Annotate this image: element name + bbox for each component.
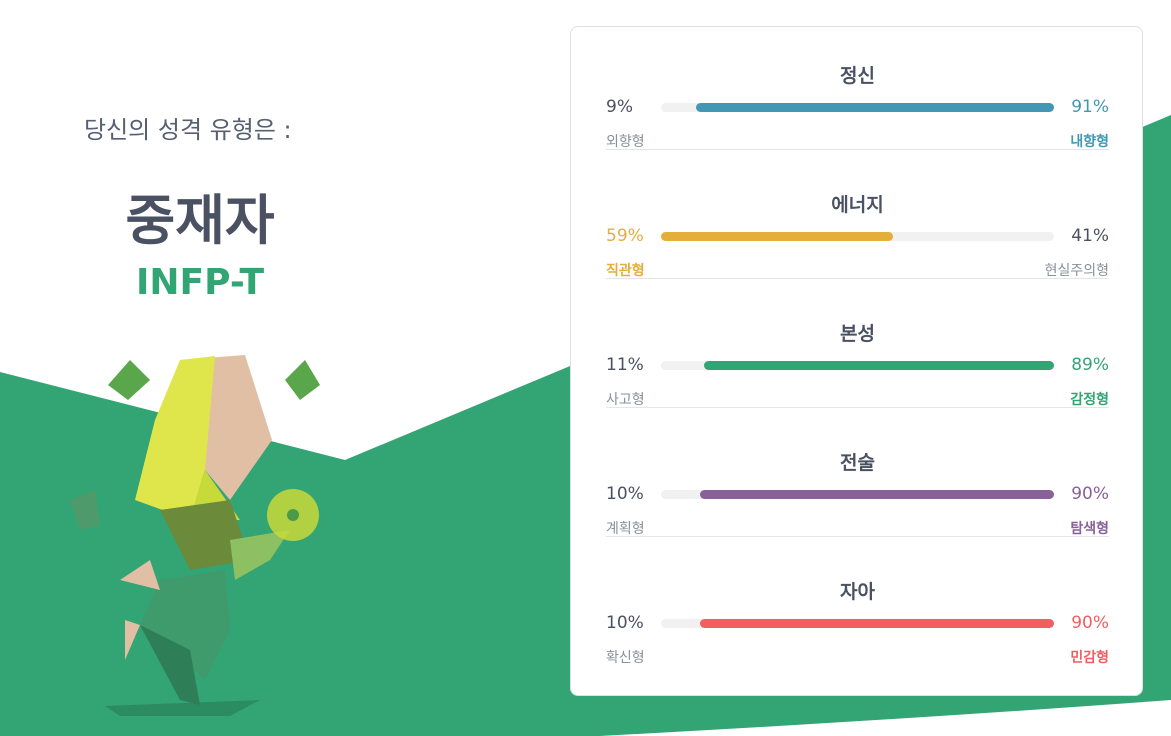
bar-fill: [700, 490, 1054, 499]
right-name: 감정형: [1070, 392, 1109, 408]
left-percent: 10%: [606, 484, 644, 504]
bar-fill: [700, 619, 1054, 628]
left-percent: 59%: [606, 226, 644, 246]
left-name: 확신형: [606, 650, 645, 666]
subtitle: 당신의 성격 유형은 :: [84, 116, 292, 144]
bar-track: [661, 619, 1054, 628]
left-percent: 9%: [606, 97, 633, 117]
right-percent: 91%: [1071, 97, 1109, 117]
bar-fill: [704, 361, 1054, 370]
right-percent: 41%: [1071, 226, 1109, 246]
trait-title: 본성: [840, 323, 875, 345]
left-name: 사고형: [606, 392, 645, 408]
bar-track: [661, 232, 1054, 241]
left-name: 외향형: [606, 134, 645, 150]
bar-fill: [661, 232, 893, 241]
trait-row: 본성 11% 89% 사고형 감정형: [606, 278, 1109, 414]
bar-track: [661, 361, 1054, 370]
trait-title: 에너지: [831, 194, 884, 216]
trait-title: 전술: [840, 452, 875, 474]
left-percent: 10%: [606, 613, 644, 633]
right-percent: 90%: [1071, 613, 1109, 633]
trait-row: 자아 10% 90% 확신형 민감형: [606, 536, 1109, 672]
type-code: INFP-T: [135, 262, 265, 303]
right-name: 내향형: [1070, 134, 1109, 150]
trait-row: 에너지 59% 41% 직관형 현실주의형: [606, 149, 1109, 285]
left-percent: 11%: [606, 355, 644, 375]
right-percent: 89%: [1071, 355, 1109, 375]
bar-track: [661, 103, 1054, 112]
right-percent: 90%: [1071, 484, 1109, 504]
bar-fill: [696, 103, 1054, 112]
right-name: 탐색형: [1070, 521, 1109, 537]
type-name: 중재자: [125, 189, 275, 252]
left-name: 계획형: [606, 521, 645, 537]
trait-title: 정신: [840, 65, 875, 87]
right-name: 민감형: [1070, 650, 1109, 666]
trait-row: 정신 9% 91% 외향형 내향형: [606, 27, 1109, 156]
bar-track: [661, 490, 1054, 499]
left-name: 직관형: [606, 263, 645, 279]
trait-title: 자아: [840, 581, 875, 603]
trait-row: 전술 10% 90% 계획형 탐색형: [606, 407, 1109, 543]
right-name: 현실주의형: [1044, 263, 1109, 279]
